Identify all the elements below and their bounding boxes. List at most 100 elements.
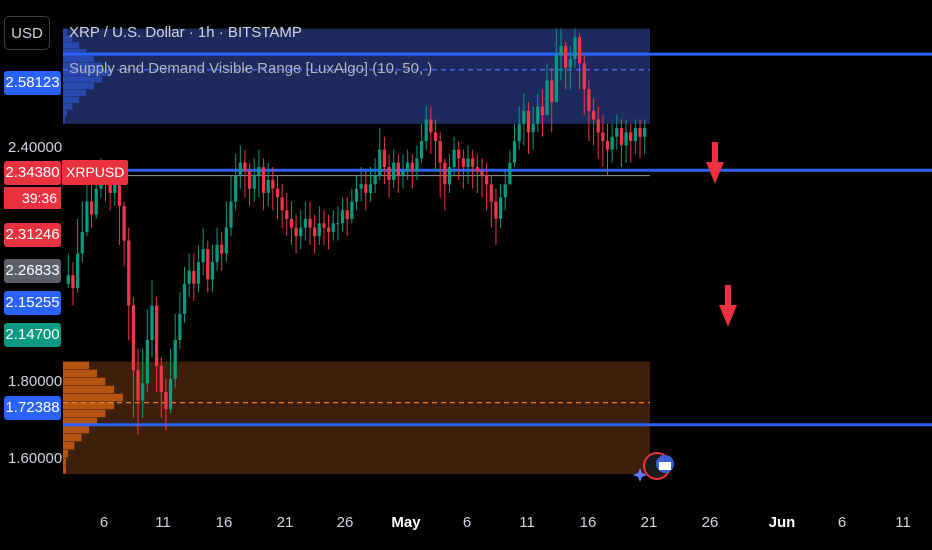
candle-body <box>396 162 400 176</box>
candle-body <box>545 80 549 116</box>
price-label-mid: 2.26833 <box>4 259 61 283</box>
candle-body <box>196 262 201 284</box>
candle-body <box>485 175 489 185</box>
candle-body <box>629 132 633 142</box>
candle-body <box>187 270 191 284</box>
candle-body <box>452 149 456 168</box>
x-tick-label: 11 <box>519 514 535 531</box>
candle-body <box>173 340 177 379</box>
candle-body <box>554 54 558 103</box>
candle-body <box>359 184 363 189</box>
candle-body <box>550 80 554 103</box>
candle-body <box>429 119 433 133</box>
candle-body <box>424 119 428 142</box>
candle-body <box>289 218 294 228</box>
candle-body <box>313 227 317 237</box>
candle-body <box>266 180 270 193</box>
candle-body <box>387 167 391 180</box>
candle-body <box>433 132 438 142</box>
candle-body <box>317 223 321 237</box>
candle-body <box>373 175 377 185</box>
candle-body <box>531 123 535 133</box>
demand-profile-bar <box>63 393 123 402</box>
demand-profile-bar <box>63 409 106 418</box>
down-arrow-icon <box>719 305 737 327</box>
candle-body <box>382 149 387 168</box>
supply-profile-bar <box>63 110 67 117</box>
demand-profile-bar <box>63 361 90 370</box>
candle-body <box>461 158 466 168</box>
candle-body <box>643 128 647 137</box>
candle-body <box>89 201 94 215</box>
candle-body <box>447 167 452 185</box>
candle-body <box>215 244 219 263</box>
candle-body <box>261 167 266 193</box>
supply-profile-bar <box>63 49 87 56</box>
candle-body <box>438 141 442 163</box>
candle-body <box>489 184 493 202</box>
x-tick-label: 21 <box>276 514 294 531</box>
x-tick-label: 6 <box>99 514 109 531</box>
candle-body <box>401 171 405 176</box>
candle-body <box>229 201 233 228</box>
x-tick-label-month: Jun <box>768 514 796 531</box>
supply-profile-bar <box>63 103 73 110</box>
y-tick-label: 2.40000 <box>8 139 63 156</box>
candle-body <box>243 162 247 172</box>
candle-body <box>303 218 307 228</box>
x-tick-label: 21 <box>640 514 658 531</box>
candle-body <box>443 162 447 185</box>
candle-body <box>117 180 122 206</box>
candle-body <box>159 365 163 392</box>
supply-profile-bar <box>63 42 79 49</box>
chart-title: XRP / U.S. Dollar · 1h · BITSTAMP <box>69 24 302 41</box>
currency-button[interactable]: USD <box>4 16 50 50</box>
symbol-tag: XRPUSD <box>62 160 129 185</box>
candle-body <box>633 128 638 142</box>
candle-body <box>210 262 215 280</box>
candle-body <box>220 244 224 254</box>
x-tick-label: 26 <box>701 514 719 531</box>
indicator-legend[interactable]: Supply and Demand Visible Range [LuxAlgo… <box>69 60 433 77</box>
candle-body <box>336 223 340 225</box>
candle-body <box>540 106 545 116</box>
demand-profile-bar <box>63 425 90 434</box>
candle-body <box>536 106 540 124</box>
candle-body <box>168 378 173 410</box>
demand-profile-bar <box>63 449 68 458</box>
candle-body <box>410 162 414 172</box>
candle-body <box>591 110 596 120</box>
price-label-demand-line: 1.72388 <box>4 396 61 420</box>
x-tick-label: 11 <box>895 514 911 531</box>
candle-body <box>378 149 382 176</box>
candle-body <box>252 175 256 189</box>
candle-body <box>131 305 136 371</box>
candle-body <box>238 162 242 176</box>
candle-body <box>155 305 159 366</box>
candle-body <box>638 128 642 137</box>
candle-body <box>577 37 582 64</box>
candle-body <box>503 184 507 198</box>
candle-body <box>596 119 600 133</box>
price-label-last: 2.34380 <box>4 161 61 185</box>
candle-body <box>498 197 503 219</box>
candle-body <box>573 37 577 59</box>
candle-body <box>601 132 605 142</box>
candle-body <box>331 223 335 232</box>
candle-body <box>564 45 568 68</box>
down-arrow-icon <box>712 142 718 164</box>
candle-body <box>275 188 280 198</box>
candle-body <box>587 89 591 111</box>
candle-body <box>192 270 196 284</box>
demand-profile-bar <box>63 433 82 442</box>
x-tick-label: 26 <box>336 514 354 531</box>
candle-body <box>322 223 326 228</box>
down-arrow-icon <box>725 285 731 307</box>
candle-body <box>206 249 210 280</box>
supply-profile-bar <box>63 76 103 83</box>
price-label-blue: 2.15255 <box>4 291 61 315</box>
bar-countdown: 39:36 <box>4 187 61 209</box>
candle-body <box>224 227 228 254</box>
candle-body <box>127 240 131 306</box>
